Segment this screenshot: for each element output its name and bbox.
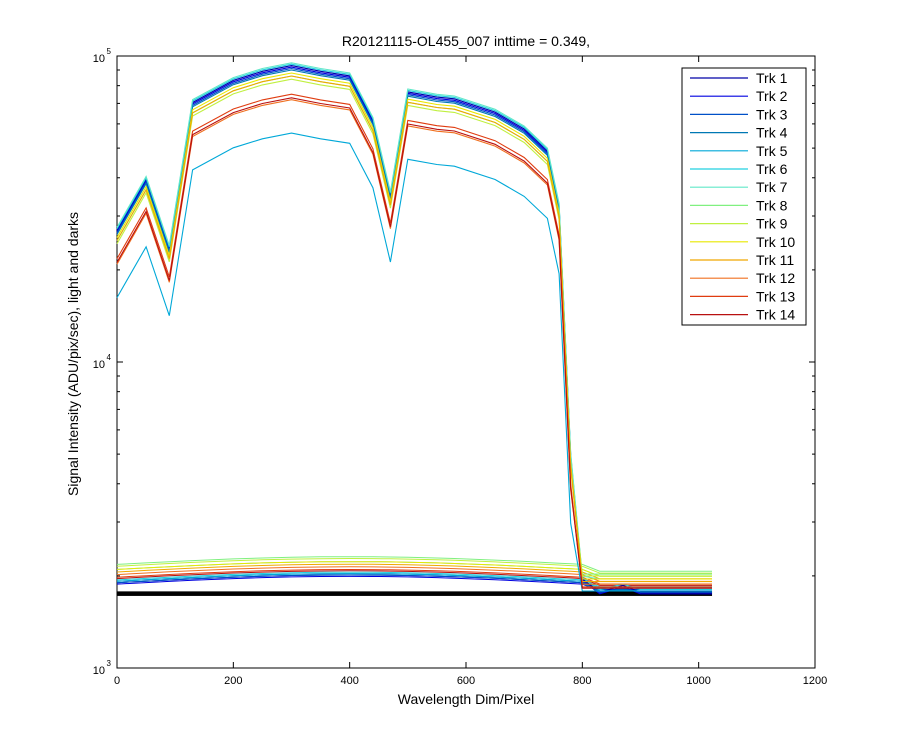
- y-tick-label: 10: [93, 53, 105, 65]
- x-tick-label: 1200: [803, 675, 827, 687]
- x-tick-label: 1000: [686, 675, 710, 687]
- legend-label-trk-8: Trk 8: [756, 197, 788, 213]
- dark-line-trk-9: [116, 557, 712, 574]
- legend: Trk 1 Trk 2 Trk 3 Trk 4 Trk 5 Trk 6 Trk 7 Trk 8…: [681, 67, 807, 326]
- x-tick-label: 200: [224, 675, 242, 687]
- series-line-trk-12: [116, 99, 712, 585]
- legend-label-trk-7: Trk 7: [756, 179, 788, 195]
- series-line-trk-13: [116, 93, 712, 588]
- chart-title: R20121115-OL455_007 inttime = 0.349,: [342, 33, 590, 49]
- x-tick-label: 600: [457, 675, 475, 687]
- legend-label-trk-13: Trk 13: [756, 288, 795, 304]
- series-line-trk-9: [116, 78, 712, 577]
- y-tick-label: 10: [93, 359, 105, 371]
- legend-label-trk-4: Trk 4: [756, 125, 788, 141]
- legend-label-trk-1: Trk 1: [756, 70, 788, 86]
- legend-label-trk-11: Trk 11: [756, 252, 794, 268]
- legend-label-trk-2: Trk 2: [756, 88, 788, 104]
- series-line-trk-14: [116, 97, 712, 589]
- legend-label-trk-9: Trk 9: [756, 216, 788, 232]
- y-tick-exponent: 4: [107, 353, 112, 362]
- series-group: [116, 62, 712, 595]
- legend-label-trk-12: Trk 12: [756, 270, 795, 286]
- legend-box: [681, 67, 807, 326]
- series-line-trk-6: [116, 63, 712, 591]
- legend-label-trk-10: Trk 10: [756, 234, 795, 250]
- x-tick-label: 0: [114, 675, 120, 687]
- y-tick-exponent: 3: [107, 659, 112, 668]
- legend-label-trk-14: Trk 14: [756, 307, 795, 323]
- series-line-trk-2: [116, 66, 712, 595]
- dark-line-trk-14: [116, 570, 712, 586]
- series-line-trk-5: [116, 132, 712, 592]
- y-tick-label: 10: [93, 665, 105, 677]
- dark-line-trk-8: [116, 556, 712, 572]
- legend-label-trk-3: Trk 3: [756, 106, 788, 122]
- dark-baseline-band: [117, 591, 713, 596]
- x-axis-label: Wavelength Dim/Pixel: [398, 691, 534, 707]
- series-line-trk-10: [116, 72, 712, 580]
- series-line-trk-11: [116, 75, 712, 583]
- legend-label-trk-6: Trk 6: [756, 161, 788, 177]
- series-line-trk-3: [116, 67, 712, 593]
- y-tick-exponent: 5: [107, 47, 112, 56]
- x-tick-label: 400: [340, 675, 358, 687]
- legend-label-trk-5: Trk 5: [756, 143, 788, 159]
- x-tick-label: 800: [573, 675, 591, 687]
- y-axis-label: Signal Intensity (ADU/pix/sec), light an…: [65, 212, 81, 496]
